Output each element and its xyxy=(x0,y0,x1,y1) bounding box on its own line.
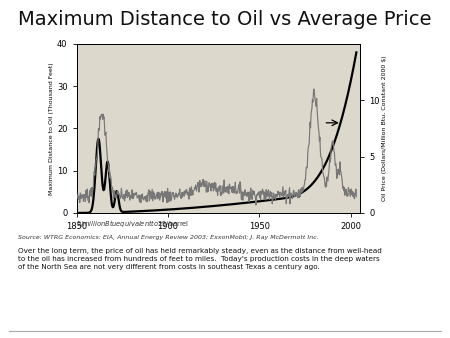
Text: $5/million Btu equivalent to $29/barrel: $5/million Btu equivalent to $29/barrel xyxy=(76,218,189,229)
Text: Source: WTRG Economics: EIA, Annual Energy Review 2003; ExxonMobil; J. Ray McDer: Source: WTRG Economics: EIA, Annual Ener… xyxy=(18,235,319,240)
Text: Over the long term, the price of oil has held remarkably steady, even as the dis: Over the long term, the price of oil has… xyxy=(18,248,382,270)
Y-axis label: Oil Price (Dollars/Million Btu, Constant 2000 $): Oil Price (Dollars/Million Btu, Constant… xyxy=(382,56,387,201)
Y-axis label: Maximum Distance to Oil (Thousand Feet): Maximum Distance to Oil (Thousand Feet) xyxy=(49,62,54,195)
Text: Maximum Distance to Oil vs Average Price: Maximum Distance to Oil vs Average Price xyxy=(18,10,432,29)
